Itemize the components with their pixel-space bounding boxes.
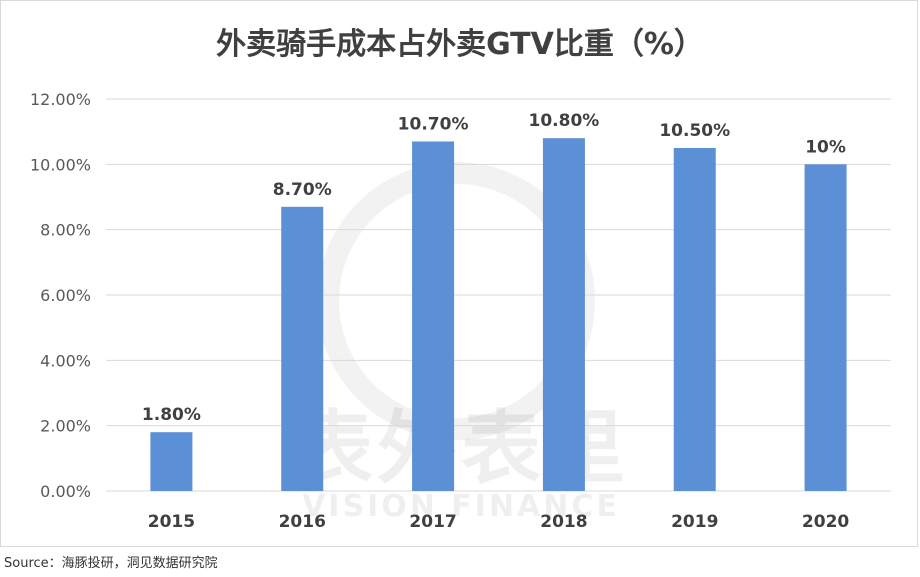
data-label-2019: 10.50% — [659, 121, 730, 141]
bar-2016 — [281, 206, 324, 492]
x-tick-label-2016: 2016 — [279, 512, 326, 532]
y-tick-label: 8.00% — [40, 221, 91, 240]
chart-title: 外卖骑手成本占外卖GTV比重（%） — [216, 27, 704, 62]
x-axis-ticks: 2015 2016 2017 2018 2019 2020 — [148, 512, 850, 532]
x-tick-label-2019: 2019 — [671, 512, 718, 532]
y-tick-label: 4.00% — [40, 351, 91, 370]
bar-2017 — [412, 141, 455, 491]
y-tick-label: 6.00% — [40, 286, 91, 305]
data-label-2015: 1.80% — [142, 405, 201, 425]
y-tick-label: 10.00% — [30, 155, 91, 174]
data-label-2017: 10.70% — [398, 114, 469, 134]
gridlines — [106, 98, 891, 492]
bar-chart: 表外表里 VISION FINANCE 外卖骑手成本占外卖GTV比重（%） 0.… — [30, 27, 891, 532]
source-note: Source：海豚投研，洞见数据研究院 — [4, 556, 218, 571]
data-labels: 1.80% 8.70% 10.70% 10.80% 10.50% 10% — [142, 111, 846, 425]
x-tick-label-2015: 2015 — [148, 512, 195, 532]
x-tick-label-2017: 2017 — [409, 512, 456, 532]
bar-2018 — [542, 138, 585, 491]
bar-2015 — [150, 432, 193, 491]
y-tick-label: 2.00% — [40, 417, 91, 436]
y-axis-ticks: 0.00% 2.00% 4.00% 6.00% 8.00% 10.00% 12.00% — [30, 90, 91, 501]
x-tick-label-2018: 2018 — [540, 512, 587, 532]
data-label-2018: 10.80% — [529, 111, 600, 131]
data-label-2020: 10% — [805, 137, 846, 157]
bar-2019 — [673, 148, 716, 491]
y-tick-label: 0.00% — [40, 482, 91, 501]
bar-2020 — [804, 164, 847, 492]
x-tick-label-2020: 2020 — [802, 512, 849, 532]
data-label-2016: 8.70% — [273, 180, 332, 200]
watermark-en: VISION FINANCE — [302, 489, 620, 524]
y-tick-label: 12.00% — [30, 90, 91, 109]
bars — [150, 138, 847, 492]
chart-frame: 表外表里 VISION FINANCE 外卖骑手成本占外卖GTV比重（%） 0.… — [0, 0, 918, 547]
